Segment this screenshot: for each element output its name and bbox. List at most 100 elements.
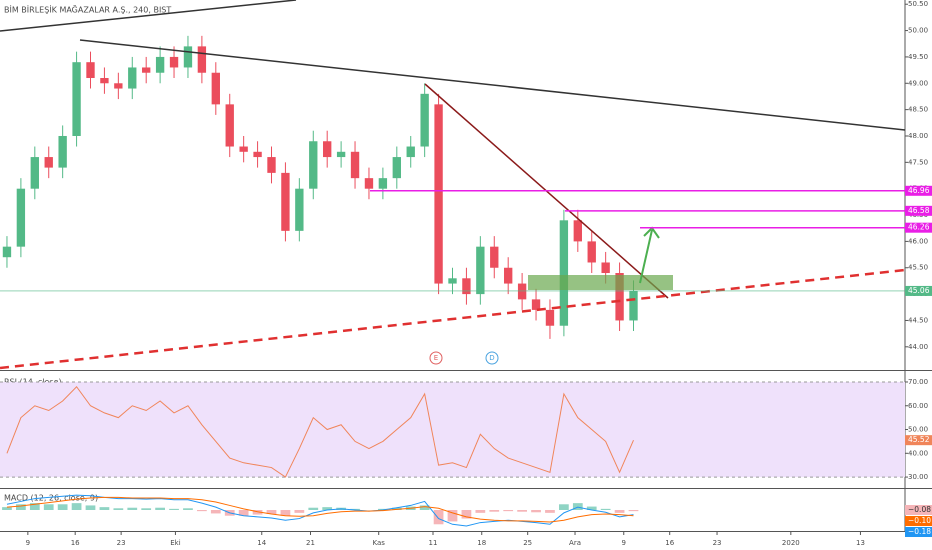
price-label: 45.06 xyxy=(908,286,930,295)
candle-body xyxy=(448,278,457,284)
macd-bar xyxy=(113,508,124,510)
macd-bar xyxy=(600,508,611,510)
price-label: 45.52 xyxy=(908,435,930,444)
macd-bar xyxy=(197,510,207,512)
candle-body xyxy=(629,290,638,321)
x-tick-label: Eki xyxy=(170,539,180,547)
x-tick-label: 21 xyxy=(306,539,315,547)
candle-body xyxy=(462,278,471,295)
y-tick-label: 30.00 xyxy=(908,473,928,481)
macd-bar xyxy=(155,507,165,510)
macd-bar xyxy=(266,510,277,514)
macd-bar xyxy=(308,507,319,510)
macd-bar xyxy=(322,507,333,510)
price-label-bg xyxy=(905,435,932,446)
y-tick-label: 46.00 xyxy=(908,237,928,245)
x-tick-label: 16 xyxy=(665,539,674,547)
candle-body xyxy=(239,146,248,152)
macd-bar xyxy=(57,504,68,510)
candle-body xyxy=(253,151,262,158)
candle-body xyxy=(545,309,555,326)
event-label: E xyxy=(434,354,438,362)
y-tick-label: 70.00 xyxy=(908,378,928,386)
macd-bar xyxy=(447,510,458,522)
candle-body xyxy=(350,151,360,179)
x-tick-label: Ara xyxy=(569,539,581,547)
zone xyxy=(528,275,673,290)
price-label-bg xyxy=(905,285,932,296)
y-tick-label: 47.50 xyxy=(908,158,928,166)
candle-body xyxy=(420,93,429,147)
candle-body xyxy=(86,62,95,79)
macd-bar xyxy=(614,510,625,513)
candle-body xyxy=(531,299,541,310)
candle-body xyxy=(211,72,220,105)
candle-body xyxy=(434,104,443,284)
candle-body xyxy=(587,241,596,263)
x-tick-label: 25 xyxy=(523,539,532,547)
macd-bar xyxy=(141,508,152,510)
macd-bar xyxy=(29,503,40,510)
macd-bar xyxy=(559,504,569,510)
drawings xyxy=(0,0,906,370)
macd-bar xyxy=(183,508,193,510)
price-label: −0.18 xyxy=(908,527,931,536)
macd-bar xyxy=(586,506,597,510)
macd-line xyxy=(6,494,634,527)
macd-bar xyxy=(531,510,541,513)
candle-body xyxy=(183,46,193,68)
macd-bar xyxy=(294,510,305,513)
rsi-line xyxy=(6,385,634,478)
price-label-bg xyxy=(905,516,932,526)
candle-body xyxy=(142,67,151,73)
x-tick-label: 9 xyxy=(622,539,626,547)
macd-bar xyxy=(433,510,444,525)
candle-body xyxy=(267,157,276,173)
candle-body xyxy=(225,104,234,147)
candle-body xyxy=(476,246,485,295)
x-tick-label: Kas xyxy=(373,539,386,547)
y-tick-label: 40.00 xyxy=(908,449,928,457)
candle-body xyxy=(295,188,304,231)
x-tick-label: 2020 xyxy=(782,539,800,547)
macd-bar xyxy=(2,507,12,510)
candle-body xyxy=(490,246,499,268)
y-tick-label: 45.50 xyxy=(908,264,928,272)
y-tick-label: 44.00 xyxy=(908,343,928,351)
y-tick-label: 44.50 xyxy=(908,316,928,324)
price-label: 46.26 xyxy=(908,223,930,232)
candle-body xyxy=(30,157,39,189)
y-tick-label: 50.50 xyxy=(908,0,928,8)
macd-bar xyxy=(43,504,54,510)
candle-body xyxy=(155,56,165,73)
trend-line xyxy=(0,0,297,32)
y-tick-label: 50.00 xyxy=(908,426,928,434)
candle-body xyxy=(364,178,374,189)
macd-bar xyxy=(85,505,96,510)
candle-body xyxy=(58,135,67,168)
y-tick-label: 48.50 xyxy=(908,106,928,114)
candle-body xyxy=(601,262,610,274)
x-tick-label: 11 xyxy=(429,539,438,547)
candle-body xyxy=(378,178,388,189)
price-label: −0.08 xyxy=(908,505,931,514)
macd-bar xyxy=(545,510,555,513)
chart-title: BİM BİRLEŞİK MAĞAZALAR A.Ş., 240, BIST xyxy=(4,4,171,15)
candle-body xyxy=(128,67,137,89)
macd-bar xyxy=(252,510,263,515)
price-label-bg xyxy=(905,185,932,196)
trend-line xyxy=(79,39,906,131)
rsi-band xyxy=(0,381,905,478)
x-tick-label: 18 xyxy=(477,539,486,547)
price-label: 46.58 xyxy=(908,206,930,215)
candle-body xyxy=(559,220,569,326)
candle-body xyxy=(44,157,53,168)
macd-bar xyxy=(572,503,583,510)
macd-bar xyxy=(169,508,179,510)
candle-body xyxy=(336,151,346,158)
y-tick-label: 50.00 xyxy=(908,27,928,35)
price-label-bg xyxy=(905,222,932,233)
x-tick-label: 14 xyxy=(257,539,266,547)
candle-body xyxy=(281,172,290,231)
